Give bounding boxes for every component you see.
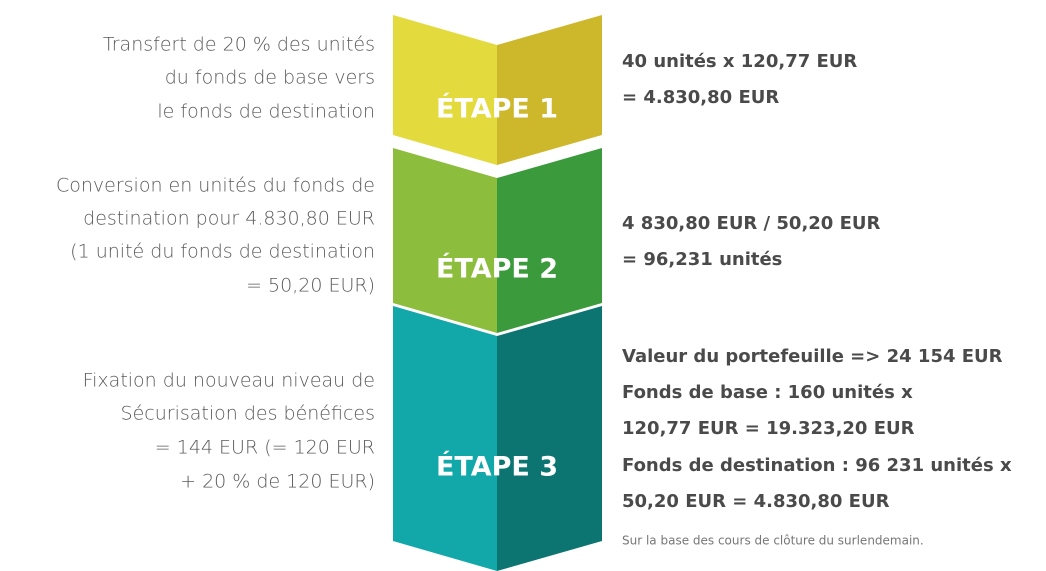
step-description: (1 unité du fonds de destination [70,241,375,263]
chevron-3 [393,306,602,571]
step-description: destination pour 4.830,80 EUR [83,208,375,230]
step-calculation: Valeur du portefeuille => 24 154 EUR [622,346,1003,367]
step-calculation: 50,20 EUR = 4.830,80 EUR [622,491,890,512]
step-calculation: 120,77 EUR = 19.323,20 EUR [622,418,915,439]
step-description: Transfert de 20 % des unités [103,34,375,56]
step-calculation: 4 830,80 EUR / 50,20 EUR [622,213,881,234]
step-description: = 50,20 EUR) [246,275,375,297]
step-description: + 20 % de 120 EUR) [180,471,375,493]
chevron-2 [393,148,602,333]
step-calculation: = 4.830,80 EUR [622,87,779,108]
step-description: Sécurisation des bénéfices [121,403,375,425]
step-calculation: Fonds de destination : 96 231 unités x [622,455,1012,476]
step-label: ÉTAPE 2 [436,253,558,285]
step-description: Fixation du nouveau niveau de [83,370,375,392]
step-label: ÉTAPE 1 [436,93,558,125]
chevron-1 [393,15,602,165]
step-description: du fonds de base vers [165,67,375,89]
step-calculation: = 96,231 unités [622,249,782,270]
note: Sur la base des cours de clôture du surl… [622,534,924,548]
step-label: ÉTAPE 3 [436,451,558,483]
step-description: = 144 EUR (= 120 EUR [155,437,375,459]
step-calculation: Fonds de base : 160 unités x [622,382,913,403]
step-description: le fonds de destination [157,101,375,123]
step-description: Conversion en unités du fonds de [56,175,375,197]
step-calculation: 40 unités x 120,77 EUR [622,51,857,72]
